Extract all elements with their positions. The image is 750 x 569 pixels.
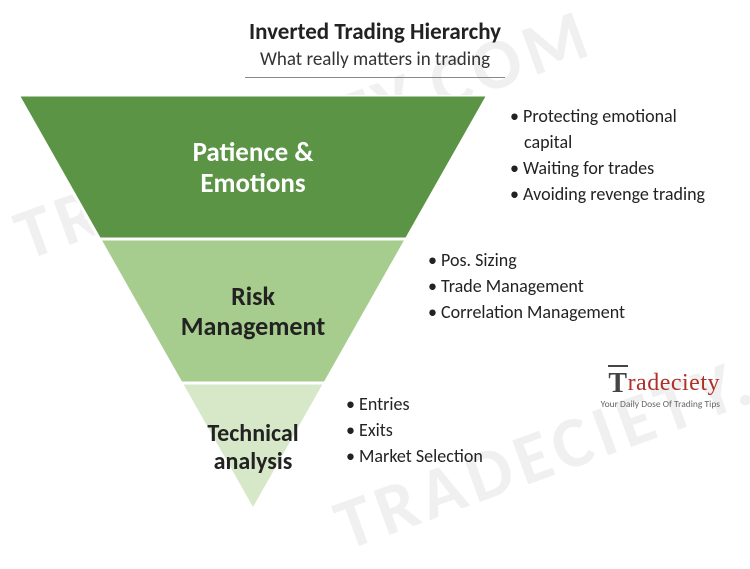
header: Inverted Trading Hierarchy What really m… bbox=[0, 0, 750, 78]
level-label-1: RiskManagement bbox=[123, 282, 383, 342]
level-label-0: Patience &Emotions bbox=[123, 137, 383, 199]
level-label-line1: Technical bbox=[123, 420, 383, 448]
bullet-item: Exits bbox=[346, 417, 566, 443]
bullet-item: Entries bbox=[346, 391, 566, 417]
level-label-line1: Risk bbox=[123, 282, 383, 312]
page-subtitle: What really matters in trading bbox=[0, 48, 750, 71]
bullet-item: Pos. Sizing bbox=[428, 247, 698, 273]
level-label-line2: Management bbox=[123, 312, 383, 342]
bullet-item: Trade Management bbox=[428, 273, 698, 299]
logo-tagline: Your Daily Dose Of Trading Tips bbox=[601, 398, 720, 410]
level-bullets-1: Pos. SizingTrade ManagementCorrelation M… bbox=[428, 247, 698, 325]
brand-logo: Tradeciety Your Daily Dose Of Trading Ti… bbox=[601, 365, 720, 410]
level-label-line2: analysis bbox=[123, 448, 383, 476]
bullet-item: Correlation Management bbox=[428, 299, 698, 325]
level-bullets-2: EntriesExitsMarket Selection bbox=[346, 391, 566, 469]
level-label-line1: Patience & bbox=[123, 137, 383, 168]
level-label-line2: Emotions bbox=[123, 168, 383, 199]
level-bullets-0: Protecting emotional capitalWaiting for … bbox=[510, 103, 720, 207]
page-title: Inverted Trading Hierarchy bbox=[0, 18, 750, 46]
bullet-item: Protecting emotional capital bbox=[510, 103, 720, 155]
logo-text: Tradeciety bbox=[601, 365, 720, 400]
level-label-2: Technicalanalysis bbox=[123, 420, 383, 475]
bullet-item: Waiting for trades bbox=[510, 155, 720, 181]
bullet-item: Avoiding revenge trading bbox=[510, 181, 720, 207]
inverted-pyramid-diagram: Patience &Emotions Protecting emotional c… bbox=[18, 95, 732, 525]
title-divider bbox=[245, 77, 505, 78]
bullet-item: Market Selection bbox=[346, 443, 566, 469]
